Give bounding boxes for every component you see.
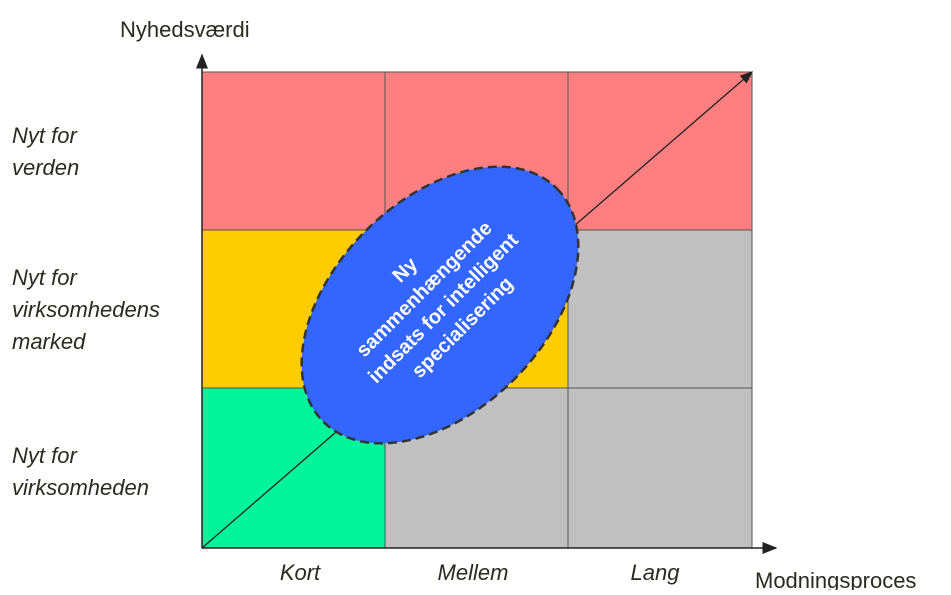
- y-axis-label: Nyhedsværdi: [120, 17, 250, 42]
- column-label: Mellem: [438, 560, 509, 585]
- column-label: Lang: [631, 560, 681, 585]
- ellipse: [300, 165, 580, 445]
- row-label: marked: [12, 329, 86, 354]
- x-axis-label: Modningsproces: [755, 568, 916, 590]
- row-label: verden: [12, 155, 79, 180]
- row-label: Nyt for: [12, 265, 78, 290]
- column-label: Kort: [280, 560, 321, 585]
- row-label: Nyt for: [12, 123, 78, 148]
- row-label: virksomhedens: [12, 297, 160, 322]
- row-label: virksomheden: [12, 475, 149, 500]
- row-label: Nyt for: [12, 443, 78, 468]
